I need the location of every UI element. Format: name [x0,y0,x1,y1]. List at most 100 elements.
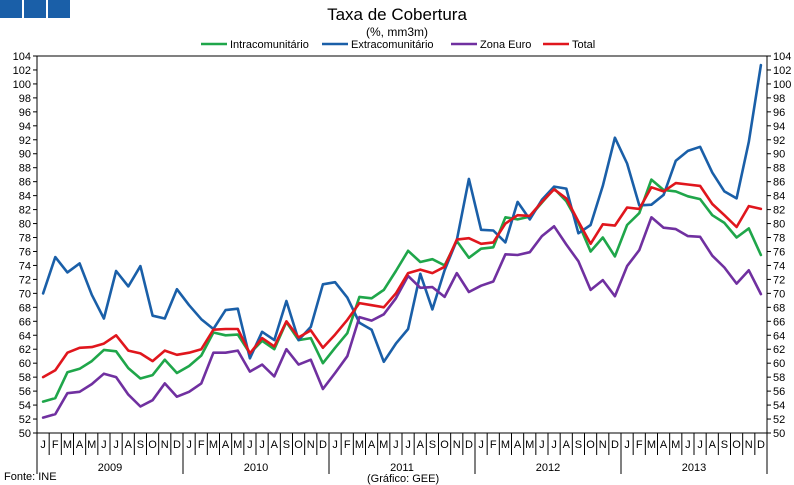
y-tick-label-right: 68 [773,302,785,314]
credit-note: (Gráfico: GEE) [367,473,439,485]
x-month-label: A [125,439,133,451]
y-tick-label-left: 94 [19,121,31,133]
x-month-label: A [222,439,230,451]
x-month-label: J [113,439,119,451]
y-tick-label-left: 78 [19,233,31,245]
y-tick-label-left: 74 [19,260,31,272]
x-month-label: M [501,439,510,451]
x-month-label: S [721,439,728,451]
y-tick-label-left: 68 [19,302,31,314]
chart-title: Taxa de Cobertura [327,5,467,24]
x-month-label: N [307,439,315,451]
y-tick-label-right: 102 [773,65,791,77]
y-tick-label-right: 72 [773,274,785,286]
y-tick-label-right: 94 [773,121,785,133]
x-month-label: J [478,439,484,451]
y-tick-label-right: 84 [773,191,785,203]
y-tick-label-right: 82 [773,205,785,217]
y-tick-label-right: 80 [773,219,785,231]
x-month-label: A [76,439,84,451]
chart-subtitle: (%, mm3m) [366,25,428,39]
y-tick-label-left: 56 [19,386,31,398]
x-month-label: J [624,439,630,451]
x-month-label: J [247,439,253,451]
x-month-label: O [294,439,303,451]
logo-block-2 [24,0,46,18]
y-tick-label-right: 92 [773,135,785,147]
x-month-label: F [636,439,643,451]
y-tick-label-left: 90 [19,149,31,161]
y-tick-label-left: 58 [19,372,31,384]
x-month-label: A [514,439,522,451]
x-month-label: A [563,439,571,451]
y-tick-label-left: 102 [13,65,31,77]
x-month-label: J [186,439,192,451]
x-month-label: J [405,439,411,451]
x-month-label: N [745,439,753,451]
x-month-label: F [52,439,59,451]
x-month-label: M [87,439,96,451]
x-year-label: 2009 [98,462,122,474]
x-month-label: D [611,439,619,451]
x-month-label: M [647,439,656,451]
x-month-label: A [417,439,425,451]
x-month-label: A [271,439,279,451]
series-lines [41,63,763,419]
x-month-label: D [465,439,473,451]
x-month-label: J [101,439,107,451]
x-month-label: D [319,439,327,451]
y-tick-label-right: 76 [773,246,785,258]
y-tick-label-right: 90 [773,149,785,161]
x-month-label: J [539,439,545,451]
x-month-label: J [685,439,691,451]
y-tick-label-left: 54 [19,400,31,412]
x-month-label: N [453,439,461,451]
x-month-label: O [148,439,157,451]
x-month-label: M [209,439,218,451]
legend-label: Total [572,39,595,51]
x-month-label: M [63,439,72,451]
x-month-label: D [173,439,181,451]
x-month-label: J [40,439,46,451]
y-tick-label-right: 74 [773,260,785,272]
y-tick-label-right: 98 [773,93,785,105]
legend-label: Zona Euro [480,39,531,51]
y-tick-label-right: 56 [773,386,785,398]
x-month-label: J [393,439,399,451]
y-tick-label-right: 70 [773,288,785,300]
y-tick-label-left: 66 [19,316,31,328]
x-month-label: J [259,439,265,451]
y-tick-label-left: 82 [19,205,31,217]
x-year-label: 2011 [390,462,414,474]
x-month-label: J [697,439,703,451]
x-month-label: F [490,439,497,451]
series-line-zona-euro [41,216,763,419]
legend: Intracomunitário Extracomunitário Zona Eur… [201,39,595,51]
logo-block-1 [0,0,22,18]
x-month-label: M [379,439,388,451]
y-tick-label-right: 52 [773,414,785,426]
x-month-label: S [283,439,290,451]
y-tick-label-left: 52 [19,414,31,426]
x-month-label: J [332,439,338,451]
y-tick-label-left: 96 [19,107,31,119]
series-line-total [41,181,763,379]
legend-label: Intracomunitário [230,39,309,51]
y-tick-label-left: 98 [19,93,31,105]
y-tick-label-left: 76 [19,246,31,258]
x-month-label: M [233,439,242,451]
y-tick-label-left: 100 [13,79,31,91]
x-month-label: O [732,439,741,451]
y-tick-label-left: 72 [19,274,31,286]
x-month-label: S [137,439,144,451]
plot-border [36,55,768,434]
x-month-label: A [709,439,717,451]
x-month-label: M [355,439,364,451]
y-tick-label-left: 92 [19,135,31,147]
series-line-extracomunitario [41,63,763,364]
series-line-intracomunitario [41,178,763,403]
y-tick-label-left: 70 [19,288,31,300]
